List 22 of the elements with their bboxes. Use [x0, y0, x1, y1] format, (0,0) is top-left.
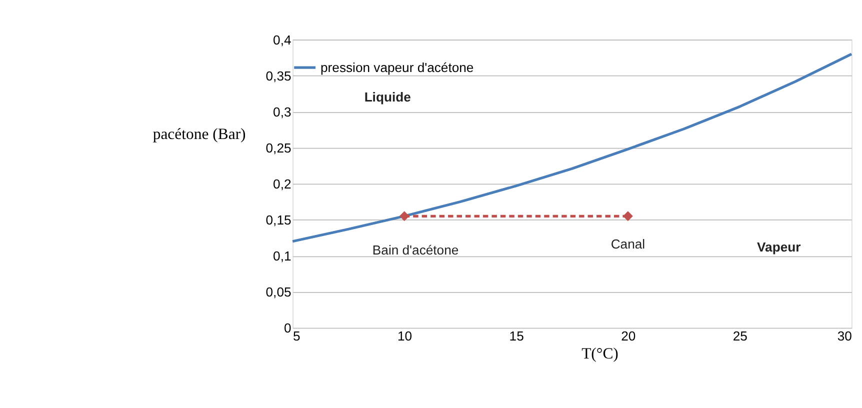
x-tick-label: 5 — [293, 328, 300, 344]
x-tick-label: 30 — [837, 328, 852, 344]
y-tick-label: 0 — [284, 320, 292, 336]
x-tick-label: 15 — [509, 328, 524, 344]
y-tick-label: 0,4 — [273, 32, 292, 48]
annotation: Liquide — [364, 90, 411, 105]
y-tick-label: 0,05 — [266, 284, 292, 300]
y-tick-label: 0,25 — [266, 140, 292, 156]
annotation: Vapeur — [757, 239, 801, 254]
y-tick-label: 0,35 — [266, 68, 292, 84]
x-tick-label: 25 — [732, 328, 748, 344]
annotation: Canal — [610, 236, 646, 252]
annotation: Bain d'acétone — [372, 242, 459, 258]
y-tick-label: 0,3 — [273, 104, 292, 120]
x-tick-label: 10 — [398, 328, 412, 344]
y-tick-label: 0,15 — [266, 212, 292, 228]
y-tick-label: 0,2 — [273, 176, 292, 192]
y-tick-label: 0,1 — [273, 248, 292, 264]
y-axis-title: pacétone (Bar) — [152, 126, 246, 144]
legend-label: pression vapeur d'acétone — [320, 60, 474, 75]
x-tick-label: 20 — [621, 328, 636, 344]
x-axis-title: T(°C) — [582, 345, 618, 362]
